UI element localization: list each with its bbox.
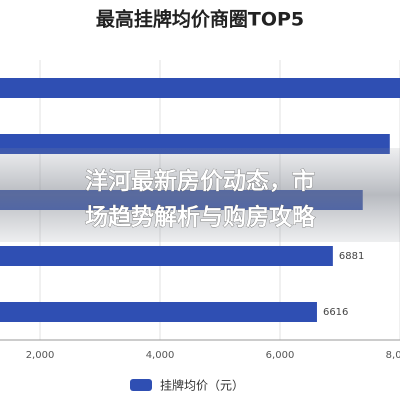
x-tick-label: 8,000: [386, 350, 400, 361]
x-tick-label: 4,000: [146, 350, 175, 361]
legend-swatch: [130, 379, 152, 391]
bar: [0, 78, 400, 98]
x-tick-label: 2,000: [26, 350, 55, 361]
overlay-band: [0, 148, 400, 242]
value-label: 6616: [323, 307, 348, 318]
overlay-text: 洋河最新房价动态，市: [85, 168, 315, 195]
value-label: 6881: [339, 251, 364, 262]
overlay-text: 场趋势解析与购房攻略: [85, 204, 316, 231]
x-tick-label: 6,000: [266, 350, 295, 361]
legend-label: 挂牌均价（元）: [160, 379, 244, 393]
bar: [0, 246, 333, 266]
bar: [0, 302, 317, 322]
chart-title: 最高挂牌均价商圈TOP5: [96, 8, 304, 31]
